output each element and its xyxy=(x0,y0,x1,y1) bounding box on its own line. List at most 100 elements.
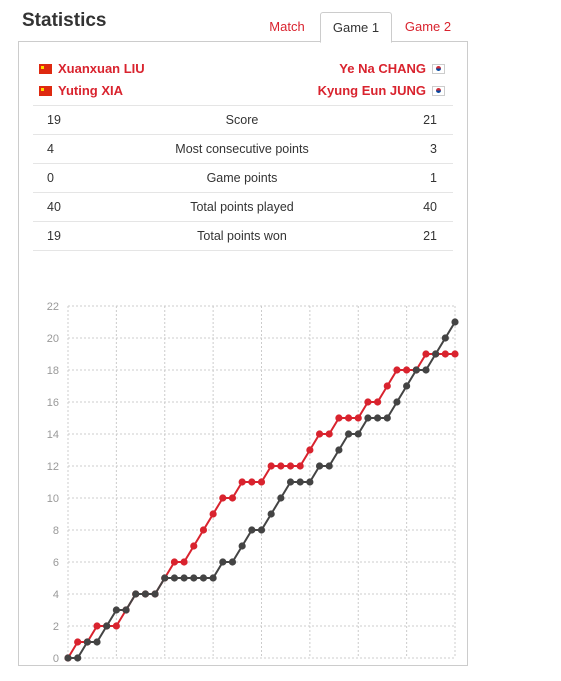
data-point-home xyxy=(180,558,188,566)
data-point-away xyxy=(267,510,275,518)
data-point-home xyxy=(344,414,353,422)
stat-right-value: 40 xyxy=(423,200,437,214)
data-point-away xyxy=(248,526,256,534)
data-point-home xyxy=(315,430,324,438)
y-tick-label: 12 xyxy=(47,461,59,473)
y-tick-label: 4 xyxy=(53,589,59,601)
data-point-away xyxy=(412,366,420,374)
stat-left-value: 40 xyxy=(47,200,61,214)
data-point-away xyxy=(354,430,362,438)
data-point-home xyxy=(209,510,217,518)
data-point-home xyxy=(441,350,449,358)
data-point-away xyxy=(180,574,188,582)
data-point-away xyxy=(383,414,391,422)
y-tick-label: 6 xyxy=(53,557,59,569)
tab-game-2[interactable]: Game 2 xyxy=(404,19,452,34)
data-point-home xyxy=(190,542,198,550)
data-point-away xyxy=(257,526,266,534)
player-name: Kyung Eun JUNG xyxy=(317,83,426,98)
data-point-away xyxy=(306,478,314,486)
tab-match[interactable]: Match xyxy=(269,19,305,34)
data-point-away xyxy=(238,542,246,550)
data-point-home xyxy=(451,350,459,358)
stat-label: Game points xyxy=(206,171,278,185)
data-point-home xyxy=(354,414,362,422)
data-point-away xyxy=(403,382,411,390)
data-point-home xyxy=(238,478,246,486)
data-point-home xyxy=(422,350,430,358)
data-point-home xyxy=(286,462,295,470)
stat-right-value: 21 xyxy=(423,229,437,243)
data-point-away xyxy=(190,574,198,582)
data-point-away xyxy=(335,446,343,454)
data-point-away xyxy=(277,494,285,502)
china-flag-icon xyxy=(39,85,52,96)
data-point-away xyxy=(286,478,295,486)
statistics-panel: Xuanxuan LIU Yuting XIA Ye Na CHANG Kyun… xyxy=(18,41,468,666)
data-point-away xyxy=(296,478,304,486)
player-right-2: Kyung Eun JUNG xyxy=(318,83,445,98)
korea-flag-icon xyxy=(432,63,445,74)
data-point-away xyxy=(422,366,430,374)
data-point-away xyxy=(132,590,140,598)
data-point-home xyxy=(335,414,343,422)
data-point-home xyxy=(228,494,237,502)
player-left-2: Yuting XIA xyxy=(39,83,123,98)
china-flag-icon xyxy=(39,63,52,74)
score-progression-chart: 0 2 4 6 8 10 12 14 16 18 20 22 xyxy=(47,301,459,665)
player-name: Yuting XIA xyxy=(58,83,123,98)
y-tick-label: 16 xyxy=(47,397,59,409)
data-point-home xyxy=(364,398,372,406)
korea-flag-icon xyxy=(432,85,445,96)
tab-game-1[interactable]: Game 1 xyxy=(320,12,392,43)
data-point-away xyxy=(199,574,208,582)
stat-right-value: 21 xyxy=(423,113,437,127)
data-point-home xyxy=(257,478,266,486)
data-point-home xyxy=(112,622,120,630)
stat-label: Most consecutive points xyxy=(175,142,309,156)
data-point-away xyxy=(103,622,111,630)
stat-row-game-points: 0 Game points 1 xyxy=(33,163,453,192)
stat-right-value: 1 xyxy=(430,171,437,185)
stat-row-score: 19 Score 21 xyxy=(33,105,453,134)
data-point-away xyxy=(151,590,159,598)
data-point-home xyxy=(199,526,208,534)
stat-left-value: 0 xyxy=(47,171,54,185)
data-point-home xyxy=(306,446,314,454)
data-point-away xyxy=(170,574,179,582)
stat-row-consecutive: 4 Most consecutive points 3 xyxy=(33,134,453,163)
data-point-home xyxy=(267,462,275,470)
data-point-home xyxy=(170,558,179,566)
stat-left-value: 19 xyxy=(47,229,61,243)
stat-label: Score xyxy=(225,113,259,127)
y-tick-label: 22 xyxy=(47,301,59,313)
data-point-home xyxy=(383,382,391,390)
stat-right-value: 3 xyxy=(430,142,437,156)
stat-row-points-won: 19 Total points won 21 xyxy=(33,221,453,251)
data-point-away xyxy=(325,462,333,470)
data-point-away xyxy=(344,430,353,438)
data-point-home xyxy=(93,622,101,630)
data-point-home xyxy=(74,638,82,646)
data-point-away xyxy=(374,414,382,422)
data-point-away xyxy=(112,606,120,614)
data-point-home xyxy=(248,478,256,486)
y-tick-label: 18 xyxy=(47,365,59,377)
y-tick-label: 14 xyxy=(47,429,59,441)
data-point-away xyxy=(93,638,101,646)
data-point-away xyxy=(451,318,459,326)
data-point-away xyxy=(315,462,324,470)
data-point-away xyxy=(228,558,237,566)
y-tick-label: 2 xyxy=(53,621,59,633)
data-point-away xyxy=(122,606,130,614)
player-name: Ye Na CHANG xyxy=(339,61,426,76)
data-point-home xyxy=(219,494,227,502)
stat-left-value: 4 xyxy=(47,142,54,156)
data-point-home xyxy=(403,366,411,374)
data-point-away xyxy=(219,558,227,566)
data-point-home xyxy=(325,430,333,438)
stat-left-value: 19 xyxy=(47,113,61,127)
page-title: Statistics xyxy=(22,10,107,31)
data-point-away xyxy=(209,574,217,582)
data-point-away xyxy=(64,654,72,662)
